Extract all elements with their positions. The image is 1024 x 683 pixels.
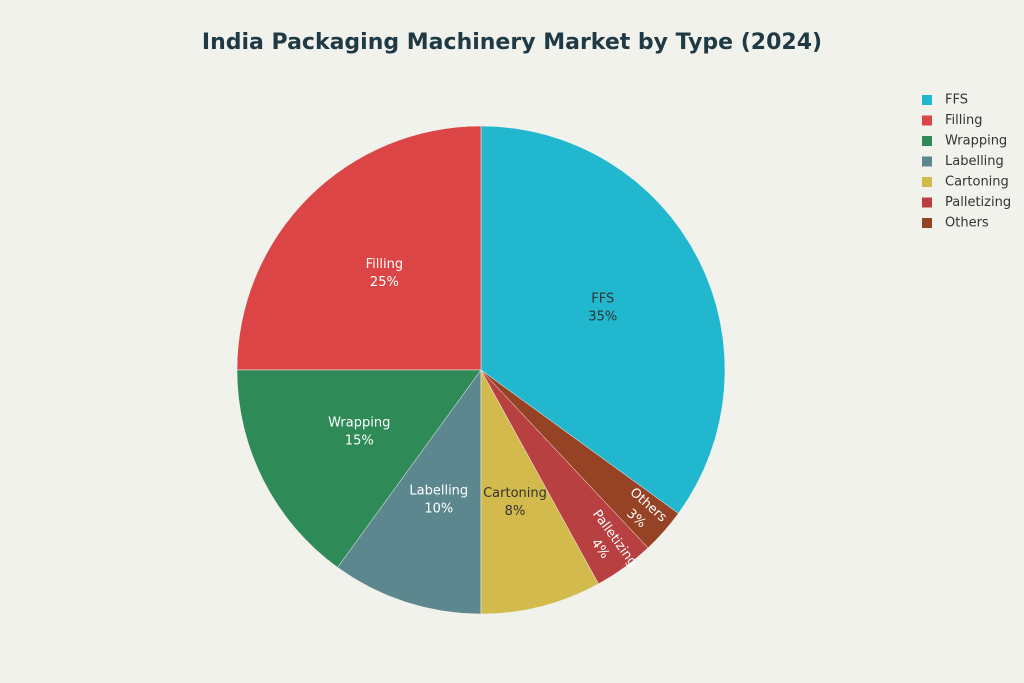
slice-label: Cartoning 8%	[483, 486, 547, 519]
slice-label-value: 25%	[370, 275, 399, 290]
slice-label-name: Wrapping	[328, 416, 390, 431]
slice-label: Wrapping 15%	[328, 416, 390, 449]
legend-swatch	[922, 177, 932, 187]
pie-slice	[236, 369, 482, 568]
slice-label-value: 15%	[345, 434, 374, 449]
legend-label: Filling	[945, 113, 982, 128]
pie-slice	[480, 369, 599, 615]
legend-swatch	[922, 136, 932, 146]
slice-label-name: Filling	[366, 257, 403, 272]
slice-label-value: 35%	[588, 309, 617, 324]
pie-slice	[236, 125, 482, 371]
legend-label: Cartoning	[945, 175, 1009, 190]
legend-swatch	[922, 197, 932, 208]
slice-label-value: 8%	[505, 504, 526, 519]
legend-swatch	[922, 95, 932, 105]
legend-label: Labelling	[945, 154, 1004, 169]
legend-label: FFS	[945, 93, 968, 108]
slice-label: Filling 25%	[366, 257, 403, 290]
slice-label-name: Labelling	[409, 483, 468, 498]
legend-label: Wrapping	[945, 134, 1007, 149]
legend-label: Palletizing	[945, 195, 1011, 210]
pie-slice	[337, 369, 482, 615]
slice-label-name: FFS	[591, 291, 614, 306]
legend-label: Others	[945, 216, 989, 231]
slice-label-name: Cartoning	[483, 486, 547, 501]
pie-slice	[480, 125, 726, 514]
legend-swatch	[922, 156, 932, 167]
slice-label-value: 10%	[424, 501, 453, 516]
legend-swatch	[922, 115, 932, 126]
slice-label: FFS 35%	[588, 291, 617, 324]
pie-slice	[480, 369, 679, 549]
legend-swatch	[922, 218, 932, 228]
chart-title: India Packaging Machinery Market by Type…	[202, 30, 822, 55]
slice-label: Labelling 10%	[409, 483, 468, 516]
